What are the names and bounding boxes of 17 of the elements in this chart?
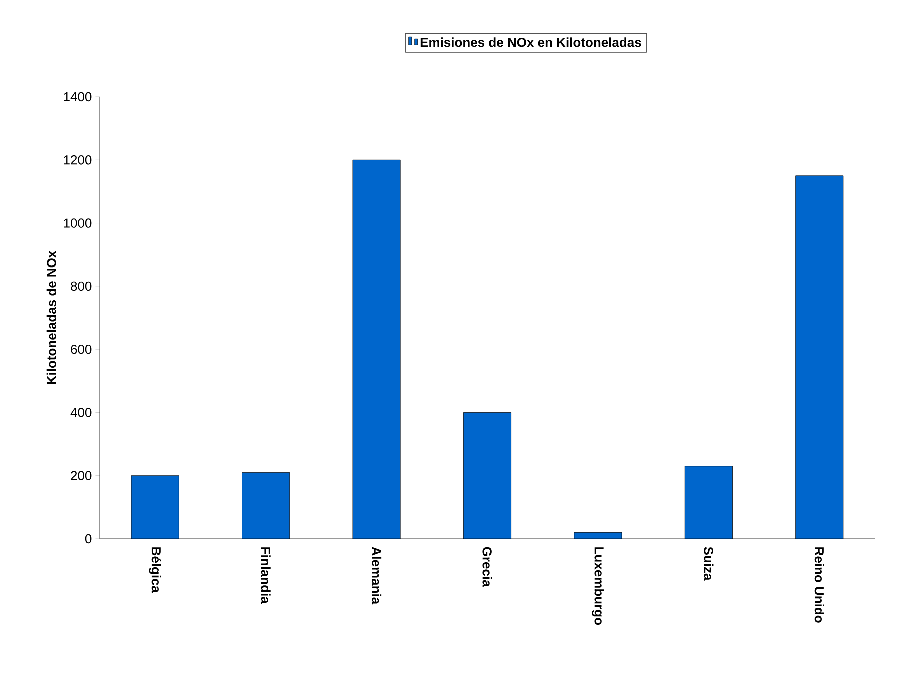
x-tick-label: Luxemburgo [592, 548, 604, 626]
x-tick-label: Suiza [704, 547, 714, 581]
y-tick-label: 200 [71, 471, 92, 480]
y-tick-label: 0 [85, 534, 92, 544]
y-tick-label: 1200 [64, 156, 92, 165]
x-tick-label: Alemania [372, 547, 382, 605]
y-tick-label: 600 [71, 344, 92, 354]
x-tick-label: Reino Unido [814, 548, 824, 623]
y-tick-label: 800 [71, 282, 92, 292]
x-tick-label: Grecia [482, 547, 492, 588]
y-tick-label: 1400 [64, 92, 92, 102]
legend-label: Emisiones de NOx en Kilotoneladas [420, 38, 642, 48]
y-tick-label: 1000 [64, 218, 92, 228]
y-tick-label: 400 [70, 408, 92, 418]
x-tick-label: Finlandia [261, 548, 271, 604]
y-axis-title: Kilotoneladas de NOx [46, 250, 56, 384]
x-tick-label: Bélgica [149, 548, 162, 594]
